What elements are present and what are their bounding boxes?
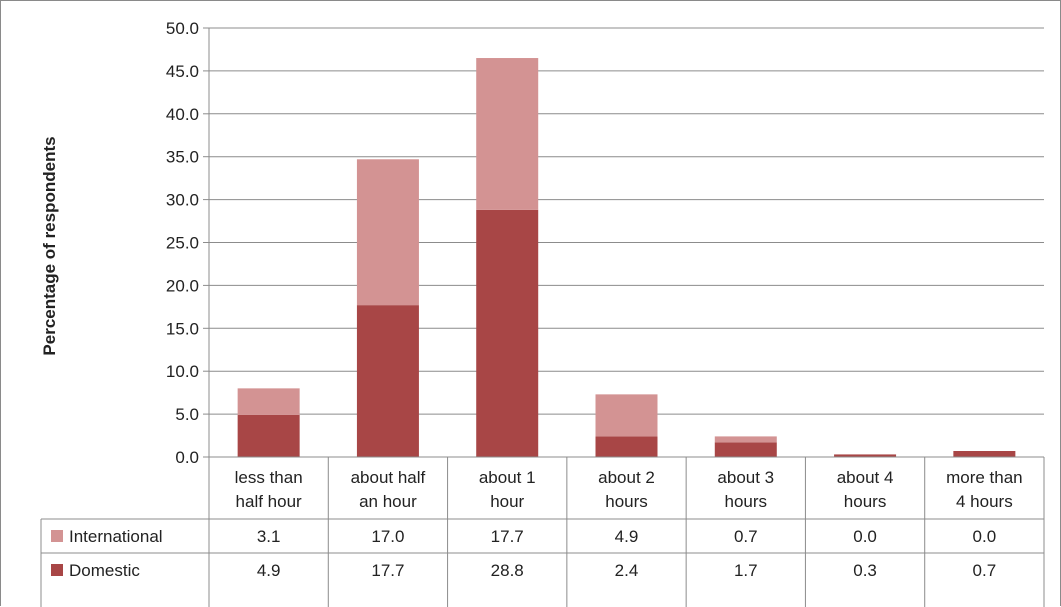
legend-swatch-domestic (51, 564, 63, 576)
category-label-line: about half (351, 468, 426, 487)
y-tick-label: 5.0 (175, 405, 199, 424)
legend-swatch-international (51, 530, 63, 542)
bar-domestic (714, 442, 777, 457)
category-label: about half an hour (351, 468, 426, 511)
table-cell: 4.9 (257, 561, 281, 580)
category-label-line: less than (235, 468, 303, 487)
gridlines (209, 27, 1044, 458)
y-tick-label: 35.0 (166, 148, 199, 167)
category-label-line: 4 hours (956, 492, 1013, 511)
y-tick-label: 25.0 (166, 234, 199, 253)
data-table: International 3.1 17.0 17.7 4.9 0.7 0.0 0.0 Dome… (40, 518, 1044, 607)
bar-international (595, 394, 658, 437)
bar-international (356, 159, 419, 306)
table-cell: 17.0 (371, 527, 404, 546)
y-axis-ticks: 0.0 5.0 10.0 15.0 20.0 25.0 30.0 35.0 40.0 45.0 50… (166, 19, 209, 467)
bar-international (714, 436, 777, 443)
category-label-line: an hour (359, 492, 417, 511)
category-label-line: more than (946, 468, 1023, 487)
table-cell: 2.4 (615, 561, 639, 580)
legend-label: Domestic (69, 561, 140, 580)
table-cell: 17.7 (491, 527, 524, 546)
category-label: less than half hour (235, 468, 303, 511)
category-label-line: about 1 (479, 468, 536, 487)
table-cell: 0.7 (973, 561, 997, 580)
category-label-line: hour (490, 492, 524, 511)
y-tick-label: 15.0 (166, 319, 199, 338)
category-label-line: hours (605, 492, 648, 511)
bar-domestic (356, 305, 419, 457)
table-cell: 4.9 (615, 527, 639, 546)
table-cell: 0.7 (734, 527, 758, 546)
y-axis-label: Percentage of respondents (40, 136, 59, 355)
category-label: about 3 hours (717, 468, 774, 511)
y-tick-label: 45.0 (166, 62, 199, 81)
table-cell: 0.0 (973, 527, 997, 546)
y-tick-label: 50.0 (166, 19, 199, 38)
y-tick-label: 0.0 (175, 448, 199, 467)
table-cell: 17.7 (371, 561, 404, 580)
table-cell: 1.7 (734, 561, 758, 580)
bar-domestic (834, 454, 897, 457)
category-label-line: hours (844, 492, 887, 511)
bar-domestic (595, 436, 658, 457)
bars (237, 58, 1016, 457)
bar-international (476, 58, 539, 210)
table-cell: 0.3 (853, 561, 877, 580)
table-cell: 3.1 (257, 527, 281, 546)
bar-domestic (476, 209, 539, 457)
category-label: about 1 hour (479, 468, 536, 511)
category-label-line: about 2 (598, 468, 655, 487)
category-label: about 2 hours (598, 468, 655, 511)
y-tick-label: 20.0 (166, 276, 199, 295)
table-cell: 0.0 (853, 527, 877, 546)
legend-label: International (69, 527, 163, 546)
y-tick-label: 30.0 (166, 191, 199, 210)
axes (208, 28, 1045, 607)
category-label-line: hours (725, 492, 768, 511)
y-tick-label: 40.0 (166, 105, 199, 124)
bar-domestic (237, 414, 300, 457)
bar-domestic (953, 450, 1016, 457)
table-cell: 28.8 (491, 561, 524, 580)
category-label-line: about 4 (837, 468, 894, 487)
category-label-line: half hour (236, 492, 302, 511)
category-label: about 4 hours (837, 468, 894, 511)
category-label: more than 4 hours (946, 468, 1023, 511)
category-label-line: about 3 (717, 468, 774, 487)
bar-international (237, 388, 300, 415)
y-tick-label: 10.0 (166, 362, 199, 381)
